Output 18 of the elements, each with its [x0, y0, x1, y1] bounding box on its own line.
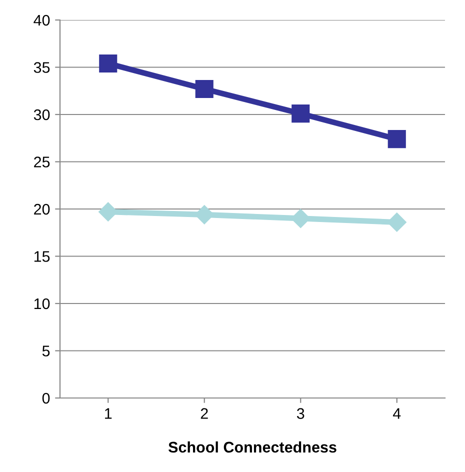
y-tick-label: 35	[34, 62, 50, 73]
point	[195, 80, 214, 98]
y-tick-label: 20	[34, 204, 50, 215]
y-tick-label: 25	[34, 156, 50, 168]
x-axis-title: School Connectedness	[168, 441, 336, 453]
x-tick-label: 4	[392, 408, 401, 419]
y-tick-label: 10	[34, 298, 50, 310]
y-tick-label: 5	[42, 346, 50, 356]
point	[388, 130, 406, 148]
y-tick-label: 15	[34, 251, 50, 262]
y-tick-label: 0	[42, 392, 50, 404]
x-tick-label: 1	[105, 408, 112, 419]
point	[292, 104, 310, 123]
point	[99, 54, 118, 72]
y-tick-label: 40	[34, 14, 50, 26]
x-tick-label: 3	[296, 408, 304, 419]
y-tick-label: 30	[34, 109, 50, 120]
x-tick-label: 2	[200, 408, 208, 419]
